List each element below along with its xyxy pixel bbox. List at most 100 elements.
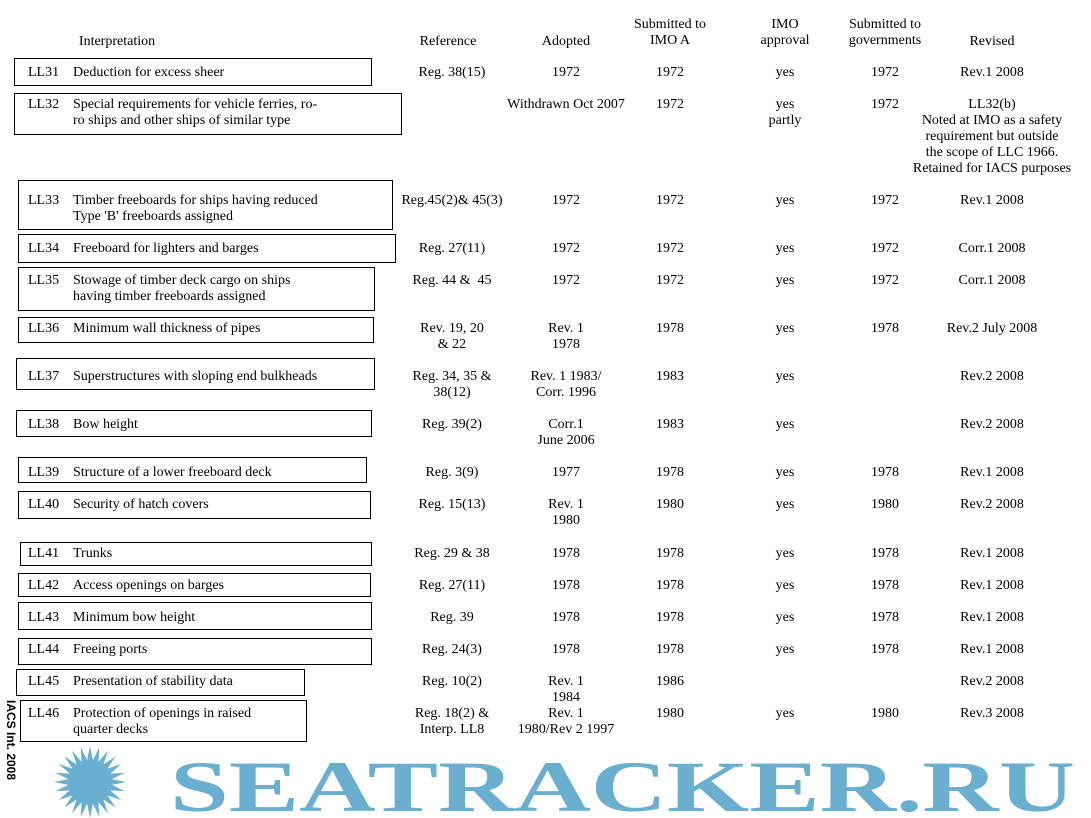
row-code: LL37 [28,369,60,384]
row-title: Timber freeboards for ships having reduc… [73,193,318,224]
interpretation-box [14,58,372,86]
interpretation-box [16,669,305,696]
row-adopted: Corr.1 June 2006 [537,417,595,448]
row-revised: LL32(b) Noted at IMO as a safety require… [912,97,1072,176]
row-code: LL33 [28,193,60,208]
row-revised: Rev.2 2008 [960,369,1024,384]
row-title: Minimum bow height [73,610,196,625]
row-revised: Rev.2 2008 [960,674,1024,689]
row-imo: yes [775,497,795,512]
interpretation-box [18,317,374,343]
header-interpretation: Interpretation [78,34,156,49]
row-revised: Rev.3 2008 [960,706,1024,721]
row-submitted: 1972 [656,241,684,256]
row-governments: 1978 [871,610,899,625]
row-reference: Reg. 15(13) [418,497,486,512]
header-submitted-governments: Submitted to governments [848,17,922,48]
interpretation-box [18,638,372,665]
row-imo: yes [775,417,795,432]
row-reference: Reg. 38(15) [418,65,486,80]
row-reference: Rev. 19, 20 & 22 [420,321,484,352]
row-submitted: 1972 [656,193,684,208]
row-adopted: 1978 [552,610,580,625]
row-reference: Reg. 39 [430,610,474,625]
row-imo: yes [775,706,795,721]
row-reference: Reg. 39(2) [422,417,482,432]
row-code: LL46 [28,706,60,721]
row-submitted: 1972 [656,273,684,288]
starburst-logo-icon [54,746,126,818]
row-imo: yes [775,241,795,256]
row-adopted: 1978 [552,642,580,657]
row-imo: yes [775,642,795,657]
row-reference: Reg. 24(3) [422,642,482,657]
row-adopted: 1978 [552,578,580,593]
interpretation-box [18,602,372,630]
row-code: LL43 [28,610,60,625]
row-reference: Reg.45(2)& 45(3) [401,193,503,208]
row-imo: yes [775,273,795,288]
row-code: LL38 [28,417,60,432]
row-revised: Rev.2 2008 [960,497,1024,512]
header-revised: Revised [969,34,1015,49]
row-imo: yes [775,546,795,561]
row-governments: 1972 [871,97,899,112]
row-submitted: 1983 [656,369,684,384]
row-code: LL45 [28,674,60,689]
row-imo: yes [775,193,795,208]
row-code: LL31 [28,65,60,80]
row-revised: Rev.1 2008 [960,642,1024,657]
row-reference: Reg. 10(2) [422,674,482,689]
row-code: LL42 [28,578,60,593]
header-submitted-imo: Submitted to IMO A [634,17,706,48]
row-code: LL44 [28,642,60,657]
row-adopted: 1977 [552,465,580,480]
row-reference: Reg. 34, 35 & 38(12) [412,369,492,400]
row-revised: Corr.1 2008 [958,241,1026,256]
row-governments: 1978 [871,321,899,336]
row-revised: Rev.1 2008 [960,65,1024,80]
row-adopted: Rev. 1 1983/ Corr. 1996 [530,369,602,400]
interpretation-box [16,410,372,437]
row-imo: yes partly [768,97,802,128]
row-submitted: 1986 [656,674,684,689]
row-submitted: 1983 [656,417,684,432]
row-submitted: 1972 [656,97,684,112]
row-title: Structure of a lower freeboard deck [73,465,272,480]
interpretation-box [18,573,371,597]
interpretation-box [14,93,402,135]
row-title: Freeing ports [73,642,148,657]
interpretation-box [20,542,372,566]
row-imo: yes [775,369,795,384]
row-revised: Rev.2 July 2008 [946,321,1038,336]
row-title: Trunks [73,546,113,561]
row-submitted: 1978 [656,321,684,336]
row-reference: Reg. 27(11) [418,578,486,593]
row-reference: Reg. 3(9) [425,465,479,480]
row-adopted: Rev. 1 1980 [548,497,584,528]
row-title: Minimum wall thickness of pipes [73,321,261,336]
row-title: Protection of openings in raised quarter… [73,706,252,737]
row-governments: 1978 [871,546,899,561]
row-revised: Rev.1 2008 [960,193,1024,208]
row-governments: 1972 [871,241,899,256]
interpretation-box [20,700,307,742]
row-code: LL32 [28,97,60,112]
row-code: LL35 [28,273,60,288]
row-governments: 1972 [871,193,899,208]
row-title: Special requirements for vehicle ferries… [73,97,318,128]
row-title: Presentation of stability data [73,674,233,689]
row-code: LL39 [28,465,60,480]
seatracker-watermark: SEATRACKER.RU [54,746,1075,818]
row-adopted: 1972 [552,241,580,256]
interpretation-box [18,267,375,311]
row-code: LL40 [28,497,60,512]
row-title: Bow height [73,417,138,432]
row-submitted: 1978 [656,642,684,657]
row-adopted: 1972 [552,65,580,80]
row-imo: yes [775,321,795,336]
header-adopted: Adopted [541,34,591,49]
header-imo-approval: IMO approval [760,17,810,48]
row-title: Deduction for excess sheer [73,65,225,80]
row-adopted: Rev. 1 1984 [548,674,584,705]
